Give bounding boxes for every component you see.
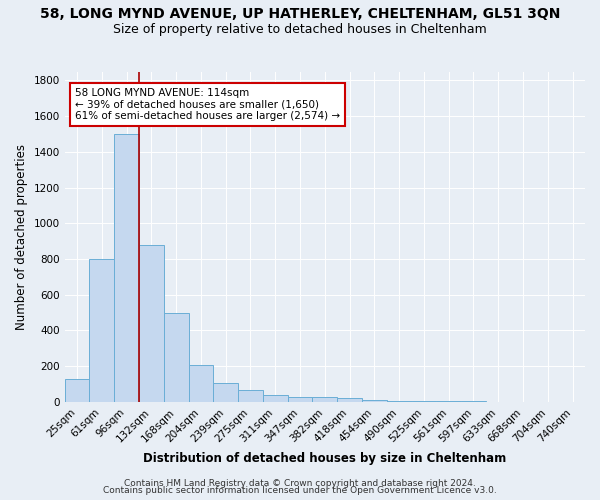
Bar [89, 259, 114, 402]
Text: Contains public sector information licensed under the Open Government Licence v3: Contains public sector information licen… [103, 486, 497, 495]
Text: 58 LONG MYND AVENUE: 114sqm
← 39% of detached houses are smaller (1,650)
61% of : 58 LONG MYND AVENUE: 114sqm ← 39% of det… [75, 88, 340, 121]
Bar [188, 366, 214, 402]
Bar [387, 400, 412, 402]
Bar [412, 400, 436, 402]
Bar [139, 245, 164, 402]
Bar [65, 378, 89, 402]
X-axis label: Distribution of detached houses by size in Cheltenham: Distribution of detached houses by size … [143, 452, 506, 465]
Bar [164, 312, 188, 402]
Text: Contains HM Land Registry data © Crown copyright and database right 2024.: Contains HM Land Registry data © Crown c… [124, 478, 476, 488]
Bar [436, 401, 461, 402]
Bar [238, 390, 263, 402]
Text: Size of property relative to detached houses in Cheltenham: Size of property relative to detached ho… [113, 22, 487, 36]
Bar [263, 395, 287, 402]
Y-axis label: Number of detached properties: Number of detached properties [15, 144, 28, 330]
Bar [313, 398, 337, 402]
Bar [114, 134, 139, 402]
Bar [214, 383, 238, 402]
Text: 58, LONG MYND AVENUE, UP HATHERLEY, CHELTENHAM, GL51 3QN: 58, LONG MYND AVENUE, UP HATHERLEY, CHEL… [40, 8, 560, 22]
Bar [337, 398, 362, 402]
Bar [362, 400, 387, 402]
Bar [287, 396, 313, 402]
